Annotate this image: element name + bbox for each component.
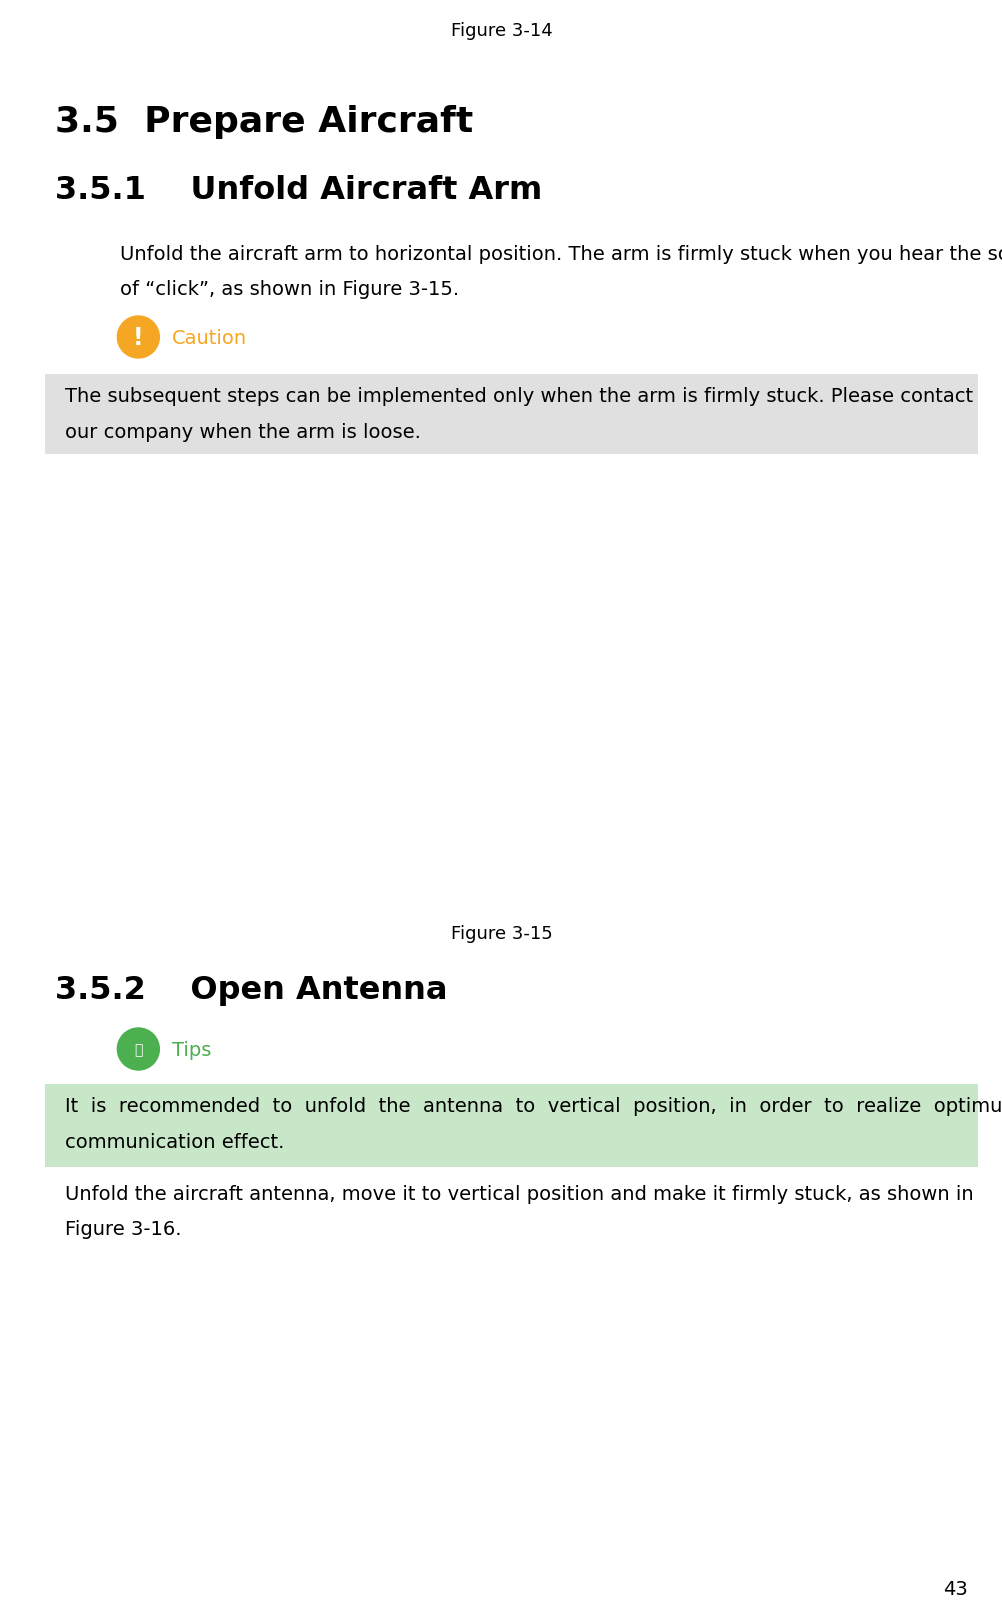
Text: !: ! [133, 326, 143, 351]
Text: 3.5.1    Unfold Aircraft Arm: 3.5.1 Unfold Aircraft Arm [55, 175, 542, 206]
Text: our company when the arm is loose.: our company when the arm is loose. [65, 422, 421, 441]
Circle shape [117, 1029, 159, 1070]
FancyBboxPatch shape [45, 375, 977, 454]
Text: The subsequent steps can be implemented only when the arm is firmly stuck. Pleas: The subsequent steps can be implemented … [65, 386, 972, 406]
Text: of “click”, as shown in Figure 3-15.: of “click”, as shown in Figure 3-15. [120, 279, 459, 299]
Text: Figure 3-14: Figure 3-14 [450, 23, 552, 41]
Text: Figure 3-16.: Figure 3-16. [65, 1219, 181, 1238]
Text: Caution: Caution [172, 328, 247, 347]
Text: communication effect.: communication effect. [65, 1133, 285, 1151]
Text: 3.5  Prepare Aircraft: 3.5 Prepare Aircraft [55, 105, 473, 140]
FancyBboxPatch shape [45, 1084, 977, 1167]
Text: ⚿: ⚿ [134, 1042, 142, 1057]
Text: Unfold the aircraft arm to horizontal position. The arm is firmly stuck when you: Unfold the aircraft arm to horizontal po… [120, 245, 1002, 265]
Text: Figure 3-15: Figure 3-15 [450, 925, 552, 943]
Text: Tips: Tips [172, 1040, 211, 1058]
Circle shape [117, 316, 159, 359]
Text: It  is  recommended  to  unfold  the  antenna  to  vertical  position,  in  orde: It is recommended to unfold the antenna … [65, 1096, 1002, 1115]
Text: 43: 43 [942, 1579, 967, 1599]
Text: 3.5.2    Open Antenna: 3.5.2 Open Antenna [55, 974, 447, 1005]
Text: Unfold the aircraft antenna, move it to vertical position and make it firmly stu: Unfold the aircraft antenna, move it to … [65, 1185, 973, 1203]
